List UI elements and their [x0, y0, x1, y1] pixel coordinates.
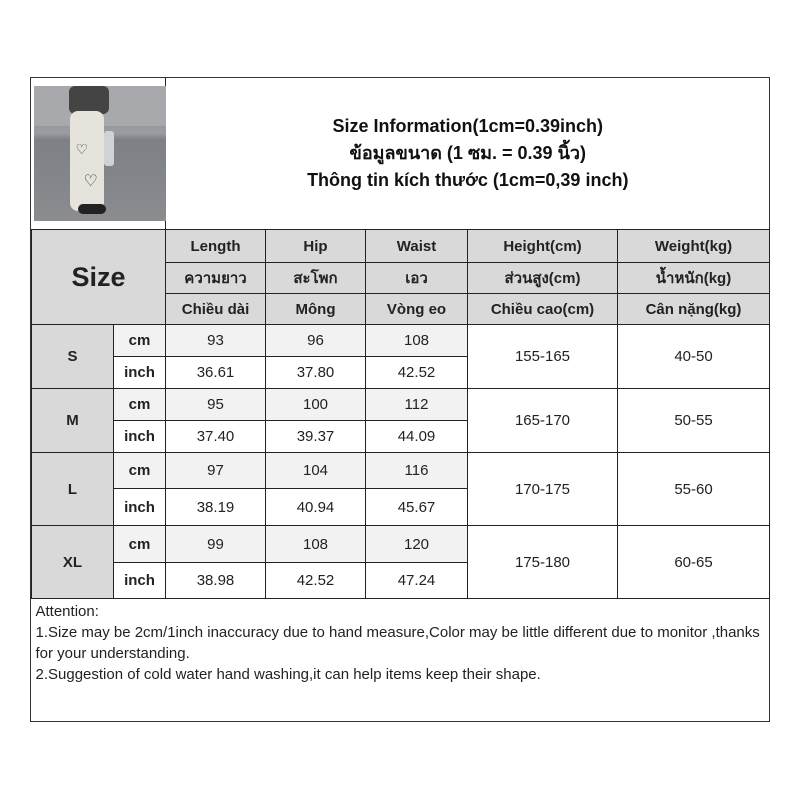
header-weight-vi: Cân nặng(kg) — [616, 293, 771, 325]
table-row: inch 38.19 40.94 45.67 — [32, 488, 770, 526]
attention-notes: Attention: 1.Size may be 2cm/1inch inacc… — [31, 598, 770, 721]
cell-hip-inch: 37.80 — [265, 356, 366, 389]
header-waist-vi: Vòng eo — [365, 293, 468, 325]
size-s: S — [31, 324, 114, 389]
cell-waist-inch: 45.67 — [365, 488, 468, 526]
size-chart: ♡ ♡ Size Information(1cm=0.39inch) ข้อมู… — [30, 77, 771, 722]
header-height-th: ส่วนสูง(cm) — [467, 262, 618, 294]
header-waist-th: เอว — [365, 262, 468, 294]
header-height-vi: Chiều cao(cm) — [467, 293, 618, 325]
cell-weight: 55-60 — [616, 452, 771, 526]
cell-waist-inch: 44.09 — [365, 420, 468, 453]
cell-hip-inch: 39.37 — [265, 420, 366, 453]
size-header: Size — [31, 229, 166, 325]
attention-note-2: 2.Suggestion of cold water hand washing,… — [35, 666, 541, 683]
table-row: inch 36.61 37.80 42.52 — [32, 356, 770, 389]
header-hip-th: สะโพก — [265, 262, 366, 294]
cell-length-inch: 38.19 — [165, 488, 266, 526]
size-l: L — [31, 452, 114, 526]
product-photo-cell: ♡ ♡ — [32, 78, 166, 230]
table-row: M cm 95 100 112 165-170 50-55 — [31, 388, 771, 453]
table-row: S cm 93 96 108 155-165 40-50 — [31, 324, 771, 389]
cell-height: 165-170 — [467, 388, 618, 453]
cell-length-cm: 97 — [165, 452, 266, 489]
header-hip-vi: Mông — [265, 293, 366, 325]
header-length: Length — [165, 229, 266, 263]
table-row: L cm 97 104 116 170-175 55-60 — [31, 452, 771, 526]
header-height: Height(cm) — [467, 229, 618, 263]
unit-inch: inch — [113, 488, 166, 526]
cell-hip-inch: 40.94 — [265, 488, 366, 526]
cell-length-cm: 99 — [165, 525, 266, 563]
header-weight: Weight(kg) — [616, 229, 771, 263]
header-waist: Waist — [365, 229, 468, 263]
title-block: Size Information(1cm=0.39inch) ข้อมูลขนา… — [164, 78, 770, 230]
unit-inch: inch — [113, 356, 166, 389]
cell-length-cm: 95 — [165, 388, 266, 421]
attention-note-1: 1.Size may be 2cm/1inch inaccuracy due t… — [35, 624, 760, 662]
unit-cm: cm — [113, 388, 166, 421]
cell-weight: 50-55 — [616, 388, 771, 453]
header-weight-th: น้ำหนัก(kg) — [616, 262, 771, 294]
cell-waist-cm: 112 — [365, 388, 468, 421]
cell-hip-cm: 96 — [265, 324, 366, 357]
unit-cm: cm — [113, 452, 166, 489]
header-hip: Hip — [265, 229, 366, 263]
unit-cm: cm — [113, 525, 166, 563]
header-length-th: ความยาว — [165, 262, 266, 294]
cell-height: 175-180 — [467, 525, 618, 599]
product-photo: ♡ ♡ — [33, 86, 166, 221]
cell-waist-inch: 47.24 — [365, 562, 468, 599]
cell-length-inch: 37.40 — [165, 420, 266, 453]
table-row: inch 37.40 39.37 44.09 — [32, 420, 770, 453]
table-row: XL cm 99 108 120 175-180 60-65 — [31, 525, 771, 599]
cell-waist-cm: 120 — [365, 525, 468, 563]
table-row: inch 38.98 42.52 47.24 — [32, 562, 770, 599]
unit-inch: inch — [113, 562, 166, 599]
cell-hip-cm: 108 — [265, 525, 366, 563]
cell-weight: 40-50 — [616, 324, 771, 389]
cell-height: 170-175 — [467, 452, 618, 526]
size-m: M — [31, 388, 114, 453]
attention-heading: Attention: — [35, 603, 99, 620]
cell-hip-cm: 100 — [265, 388, 366, 421]
unit-inch: inch — [113, 420, 166, 453]
title-vi: Thông tin kích thước (1cm=0,39 inch) — [307, 170, 629, 190]
cell-hip-inch: 42.52 — [265, 562, 366, 599]
cell-waist-cm: 116 — [365, 452, 468, 489]
cell-length-inch: 36.61 — [165, 356, 266, 389]
cell-length-cm: 93 — [165, 324, 266, 357]
cell-length-inch: 38.98 — [165, 562, 266, 599]
header-length-vi: Chiều dài — [165, 293, 266, 325]
title-en: Size Information(1cm=0.39inch) — [332, 116, 604, 136]
cell-waist-inch: 42.52 — [365, 356, 468, 389]
cell-waist-cm: 108 — [365, 324, 468, 357]
cell-weight: 60-65 — [616, 525, 771, 599]
cell-hip-cm: 104 — [265, 452, 366, 489]
size-xl: XL — [31, 525, 114, 599]
title-th: ข้อมูลขนาด (1 ซม. = 0.39 นิ้ว) — [349, 143, 586, 163]
unit-cm: cm — [113, 324, 166, 357]
cell-height: 155-165 — [467, 324, 618, 389]
